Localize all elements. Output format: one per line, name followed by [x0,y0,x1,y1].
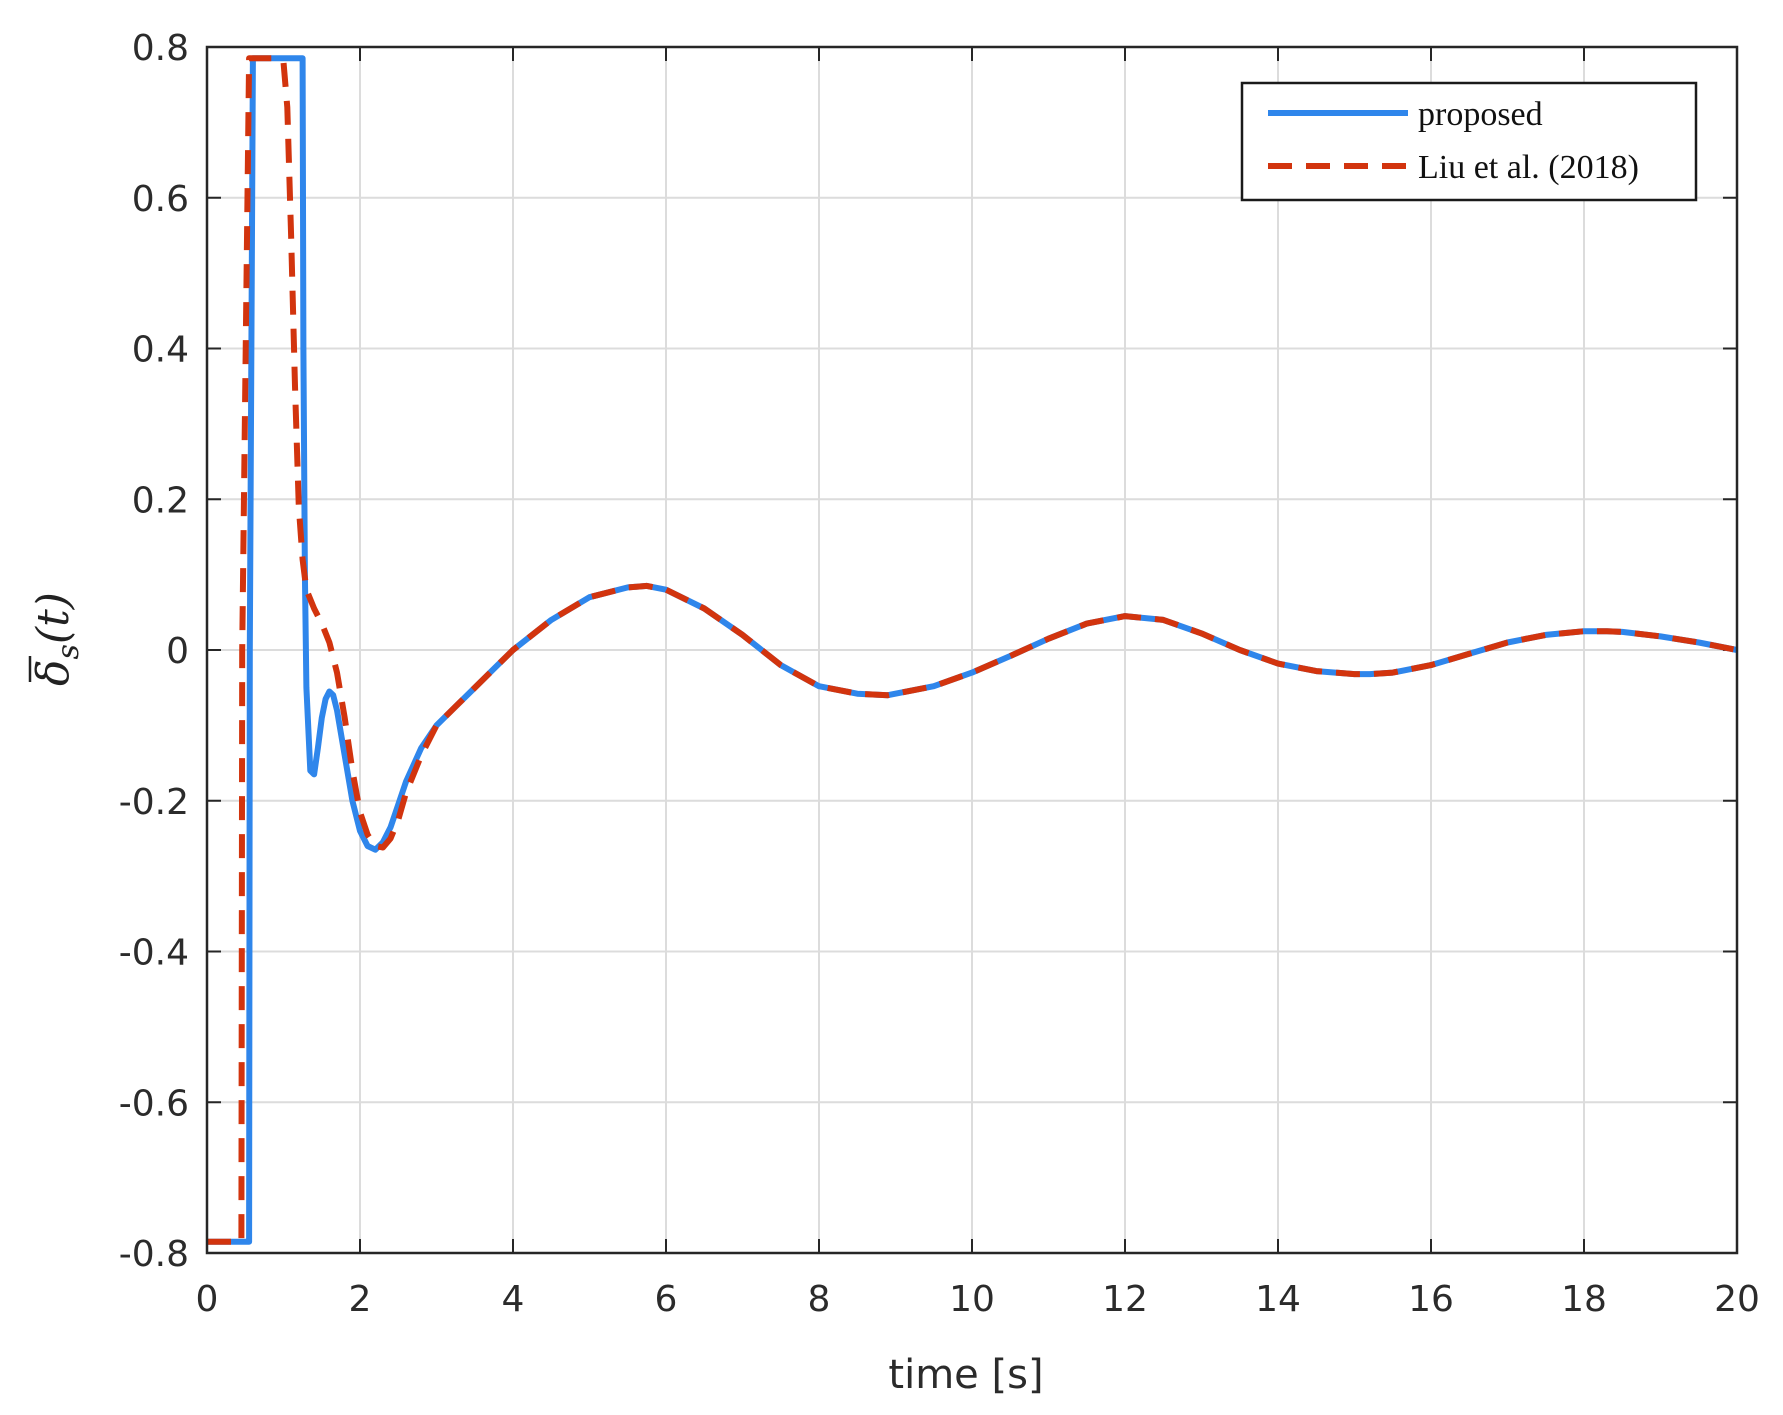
series-line-1 [207,55,1738,1245]
legend-box [1240,81,1698,202]
series-layer [207,55,1738,1245]
x-tick-label: 4 [502,1279,525,1320]
y-tick-label: -0.6 [119,1083,189,1124]
y-tick-label: 0.6 [132,179,189,220]
legend-label-liu: Liu et al. (2018) [1418,149,1639,186]
plot-frame [205,45,1739,1255]
series-line-0 [207,55,1738,1245]
y-axis-label: δs(t) [28,592,86,686]
x-tick-label: 18 [1561,1279,1607,1320]
legend: proposed Liu et al. (2018) [1240,81,1698,202]
x-tick-label: 6 [655,1279,678,1320]
legend-label-proposed: proposed [1418,96,1543,133]
y-tick-labels: -0.8 -0.6 -0.4 -0.2 0 0.2 0.4 0.6 0.8 [119,28,189,1275]
y-tick-label: 0.8 [132,28,189,69]
x-tick-label: 16 [1408,1279,1454,1320]
y-tick-label: -0.4 [119,933,189,974]
svg-text:δs(t): δs(t) [28,592,86,686]
y-tick-label: -0.2 [119,782,189,823]
x-axis-label: time [s] [888,1352,1043,1398]
y-axis-label-symbol: δ [28,660,79,687]
x-tick-label: 14 [1255,1279,1301,1320]
y-axis-label-subscript: s [51,644,86,659]
y-tick-label: 0 [166,631,189,672]
y-tick-label: -0.8 [119,1234,189,1275]
y-tick-label: 0.4 [132,330,189,371]
x-tick-label: 12 [1102,1279,1148,1320]
x-tick-label: 10 [949,1279,995,1320]
y-axis-label-argument: (t) [28,592,79,644]
x-tick-label: 2 [349,1279,372,1320]
x-tick-labels: 0 2 4 6 8 10 12 14 16 18 20 [196,1279,1760,1320]
x-tick-label: 0 [196,1279,219,1320]
x-tick-label: 20 [1714,1279,1760,1320]
y-tick-label: 0.2 [132,480,189,521]
x-tick-label: 8 [808,1279,831,1320]
